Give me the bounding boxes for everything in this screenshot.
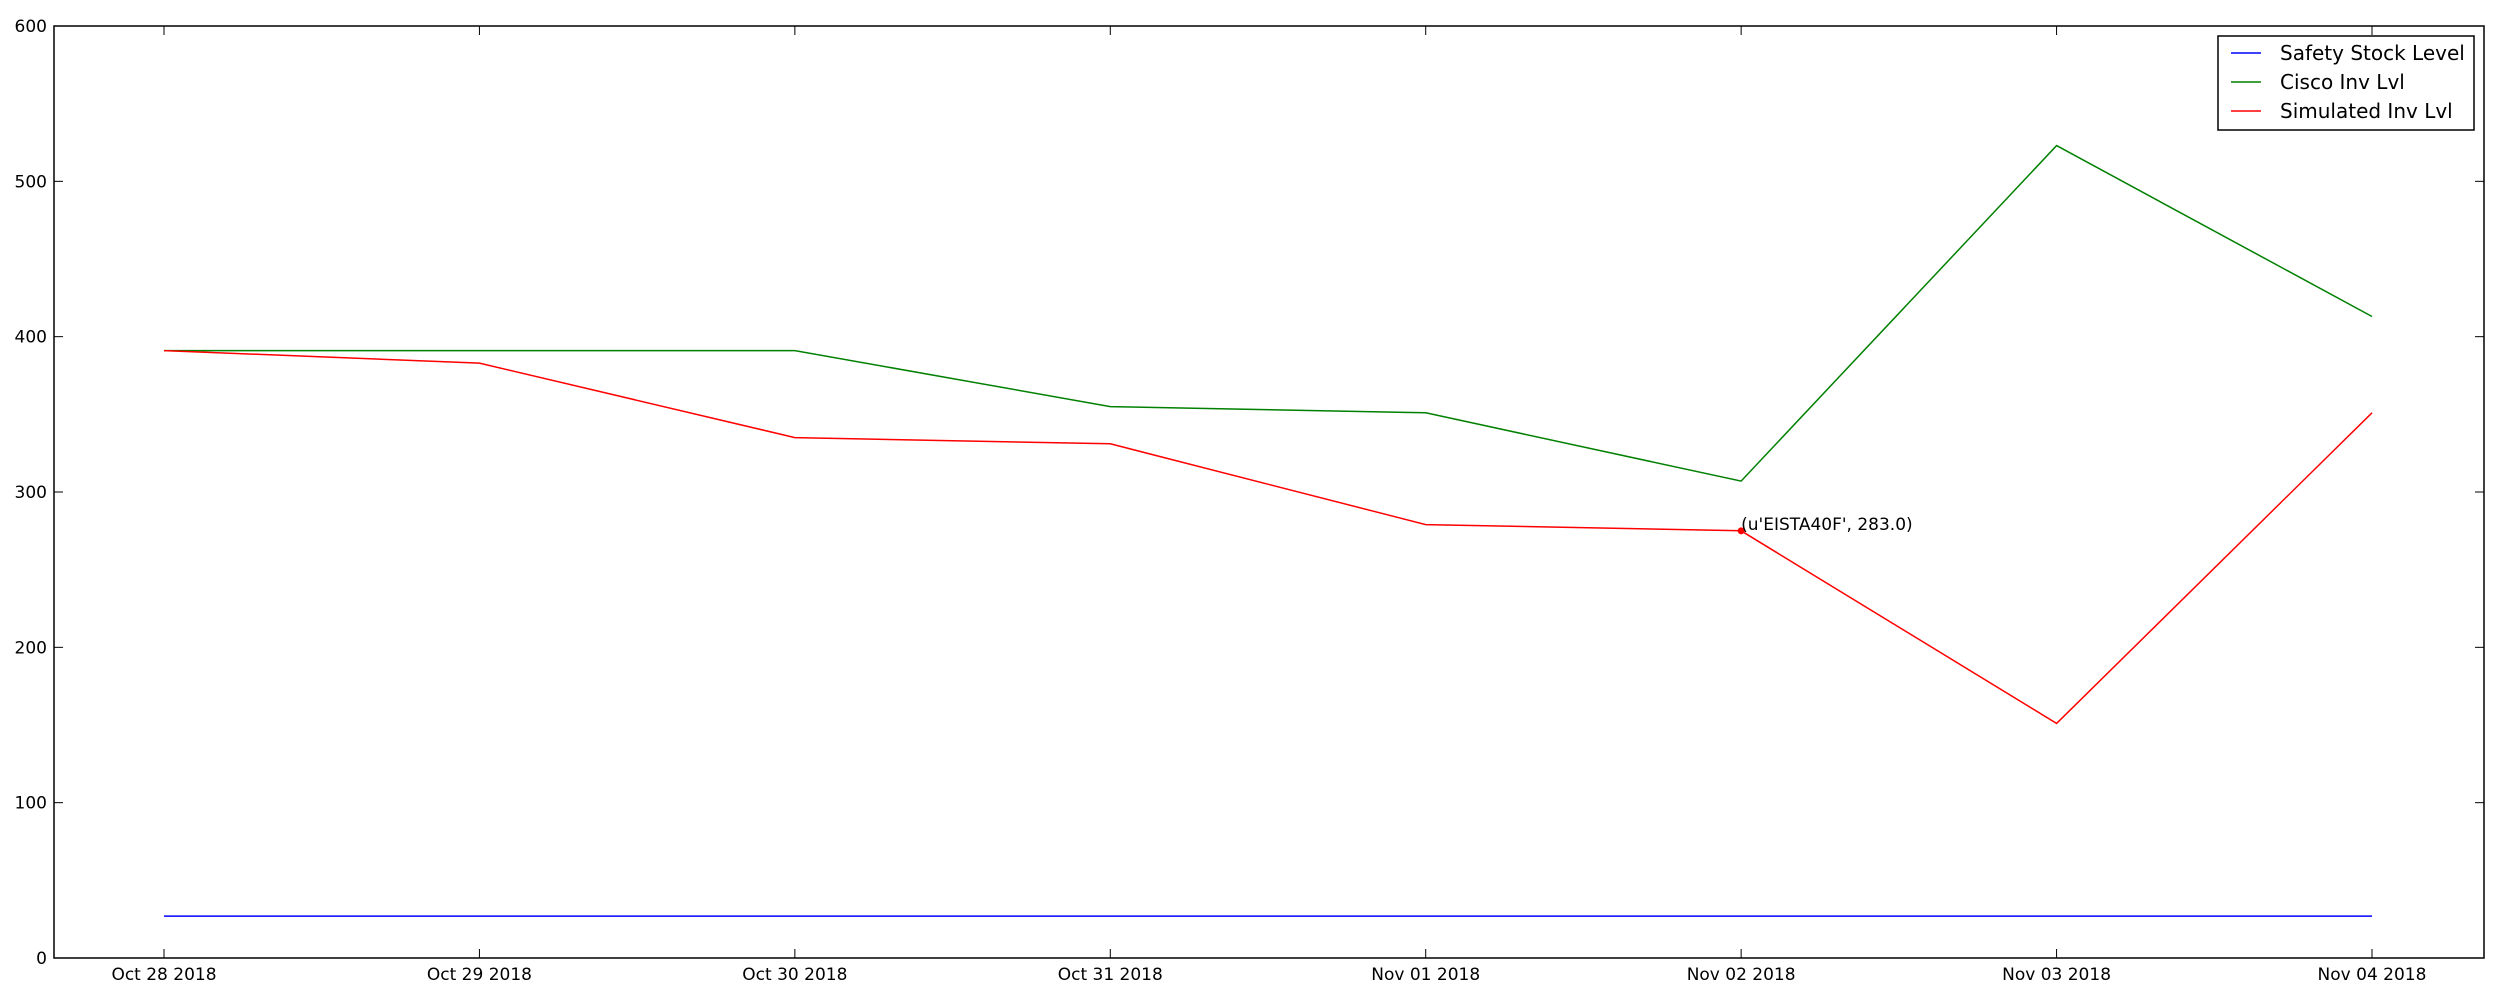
series-line-simulated-inv-lvl xyxy=(163,349,2373,725)
legend-label-cisco-inv-lvl: Cisco Inv Lvl xyxy=(2280,70,2405,94)
x-tick-label-nov-01-2018: Nov 01 2018 xyxy=(1371,965,1480,985)
x-tick-label-oct-29-2018: Oct 29 2018 xyxy=(427,965,532,985)
y-tick-label-300: 300 xyxy=(15,483,47,503)
y-tick-label-400: 400 xyxy=(15,328,47,348)
annotation-marker xyxy=(1737,527,1745,535)
axis-layer: Oct 28 2018 Oct 29 2018 Oct 30 2018 Oct 31 … xyxy=(15,17,2484,985)
annotation-layer: (u'EISTA40F', 283.0) xyxy=(1737,515,1913,535)
y-tick-label-0: 0 xyxy=(36,949,47,969)
legend: Safety Stock Level Cisco Inv Lvl Simulat… xyxy=(2217,35,2475,131)
x-tick-label-oct-30-2018: Oct 30 2018 xyxy=(742,965,847,985)
legend-label-simulated-inv-lvl: Simulated Inv Lvl xyxy=(2280,99,2453,123)
y-tick-label-500: 500 xyxy=(15,172,47,192)
x-tick-label-oct-28-2018: Oct 28 2018 xyxy=(111,965,216,985)
y-tick-label-100: 100 xyxy=(15,794,47,814)
annotation-label: (u'EISTA40F', 283.0) xyxy=(1741,515,1913,535)
y-tick-label-200: 200 xyxy=(15,638,47,658)
legend-label-safety-stock-level: Safety Stock Level xyxy=(2280,41,2465,65)
legend-box xyxy=(2217,35,2475,131)
series-line-cisco-inv-lvl xyxy=(164,144,2373,482)
plot-background xyxy=(54,26,2484,958)
series-layer xyxy=(163,144,2373,917)
x-tick-label-nov-02-2018: Nov 02 2018 xyxy=(1687,965,1796,985)
x-tick-label-nov-04-2018: Nov 04 2018 xyxy=(2318,965,2427,985)
y-tick-label-600: 600 xyxy=(15,17,47,37)
x-tick-label-nov-03-2018: Nov 03 2018 xyxy=(2002,965,2111,985)
x-tick-label-oct-31-2018: Oct 31 2018 xyxy=(1058,965,1163,985)
